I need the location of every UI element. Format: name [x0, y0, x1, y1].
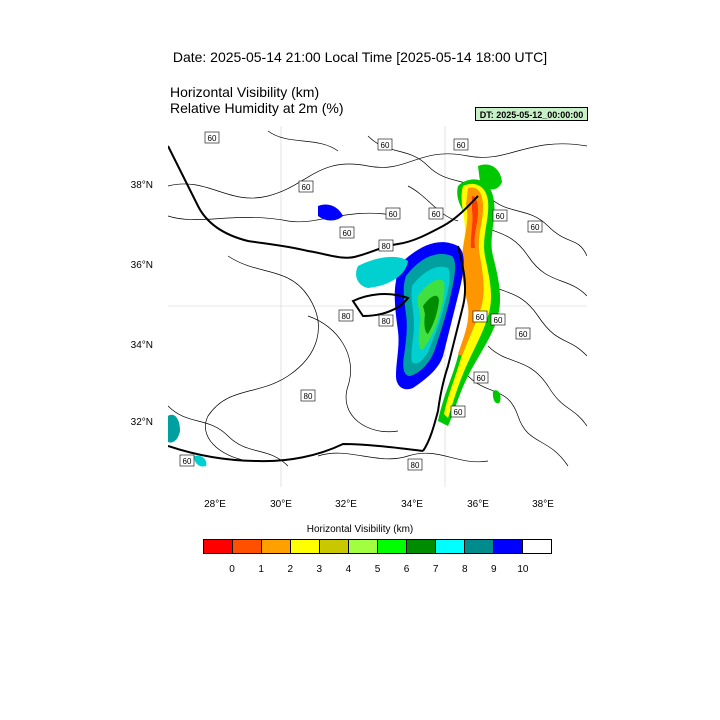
contour-label-box: [378, 239, 394, 252]
contour-label: 60: [477, 374, 486, 383]
colorbar-swatch: [232, 539, 261, 554]
colorbar-swatch: [377, 539, 406, 554]
lat-label: 38°N: [130, 180, 153, 191]
contour-label-box: [204, 131, 220, 144]
colorbar-tick-label: 8: [461, 564, 468, 575]
field-title-visibility: Horizontal Visibility (km): [170, 84, 320, 100]
colorbar-tick-label: 4: [345, 564, 352, 575]
contour-label-box: [378, 314, 394, 327]
field-title-humidity: Relative Humidity at 2m (%): [170, 100, 344, 116]
contour-label: 60: [531, 223, 540, 232]
contour-label: 60: [183, 457, 192, 466]
contour-label: 80: [304, 392, 313, 401]
colorbar-tick-label: 9: [491, 564, 497, 575]
contour-label: 60: [476, 313, 485, 322]
contour-label: 80: [342, 312, 351, 321]
lon-label: 28°E: [204, 499, 226, 510]
colorbar-swatch: [203, 539, 232, 554]
contour-label: 60: [389, 210, 398, 219]
contour-label: 60: [457, 141, 466, 150]
colorbar-tick-label: 7: [432, 564, 439, 575]
colorbar-tick-label: 6: [403, 564, 410, 575]
contour-labels: 60 60 60 60 60 60 60 60 60 80 80 80 60 60 60 60 80 60 60 80: [179, 131, 543, 471]
lat-label: 32°N: [130, 417, 153, 428]
contour-label: 60: [494, 316, 503, 325]
contour-label-box: [298, 180, 314, 193]
colorbar-swatch: [435, 539, 464, 554]
contour-label-box: [300, 389, 316, 402]
contour-label-box: [472, 310, 488, 323]
colorbar-swatch: [290, 539, 319, 554]
colorbar-swatch: [464, 539, 493, 554]
colorbar-tick-label: 3: [316, 564, 323, 575]
contour-label: 80: [382, 242, 391, 251]
contour-label-box: [490, 313, 506, 326]
contour-label-box: [407, 458, 423, 471]
lat-label: 36°N: [130, 260, 153, 271]
coastlines: [168, 145, 479, 463]
contour-label: 60: [302, 183, 311, 192]
lon-label: 32°E: [335, 499, 357, 510]
contour-label-box: [473, 371, 489, 384]
contour-label-box: [179, 454, 195, 467]
contour-label-box: [450, 405, 466, 418]
forecast-init-badge: DT: 2025-05-12_00:00:00: [475, 107, 588, 121]
colorbar-tick-label: 5: [374, 564, 381, 575]
colorbar-swatch: [319, 539, 348, 554]
contour-label: 80: [382, 317, 391, 326]
colorbar-tick-label: 1: [258, 564, 264, 575]
contour-label-box: [527, 220, 543, 233]
lon-label: 38°E: [532, 499, 554, 510]
contour-label-box: [428, 207, 444, 220]
contour-label-box: [492, 209, 508, 222]
contour-label: 60: [343, 229, 352, 238]
contour-label-box: [385, 207, 401, 220]
lon-label: 30°E: [270, 499, 292, 510]
contour-label: 60: [432, 210, 441, 219]
colorbar: [203, 539, 552, 554]
contour-label-box: [339, 226, 355, 239]
colorbar-swatch: [493, 539, 522, 554]
colorbar-swatch: [522, 539, 552, 554]
contour-label-box: [338, 309, 354, 322]
lon-label: 36°E: [467, 499, 489, 510]
lon-label: 34°E: [401, 499, 423, 510]
map-panel: 60 60 60 60 60 60 60 60 60 80 80 80 60 60 60 60 80 60 60 80: [168, 126, 587, 487]
colorbar-swatch: [406, 539, 435, 554]
contour-label: 80: [411, 461, 420, 470]
colorbar-swatch: [261, 539, 290, 554]
contour-label-box: [515, 327, 531, 340]
contour-label: 60: [496, 212, 505, 221]
colorbar-swatch: [348, 539, 377, 554]
page-title: Date: 2025-05-14 21:00 Local Time [2025-…: [172, 49, 548, 65]
colorbar-title: Horizontal Visibility (km): [306, 524, 414, 535]
contour-label: 60: [208, 134, 217, 143]
colorbar-tick-label: 2: [287, 564, 294, 575]
contour-label-box: [377, 138, 393, 151]
contour-label: 60: [519, 330, 528, 339]
colorbar-tick-label: 10: [517, 564, 529, 575]
contour-label: 60: [454, 408, 463, 417]
colorbar-tick-label: 0: [229, 564, 235, 575]
lat-label: 34°N: [130, 340, 153, 351]
contour-label-box: [453, 138, 469, 151]
contour-label: 60: [381, 141, 390, 150]
